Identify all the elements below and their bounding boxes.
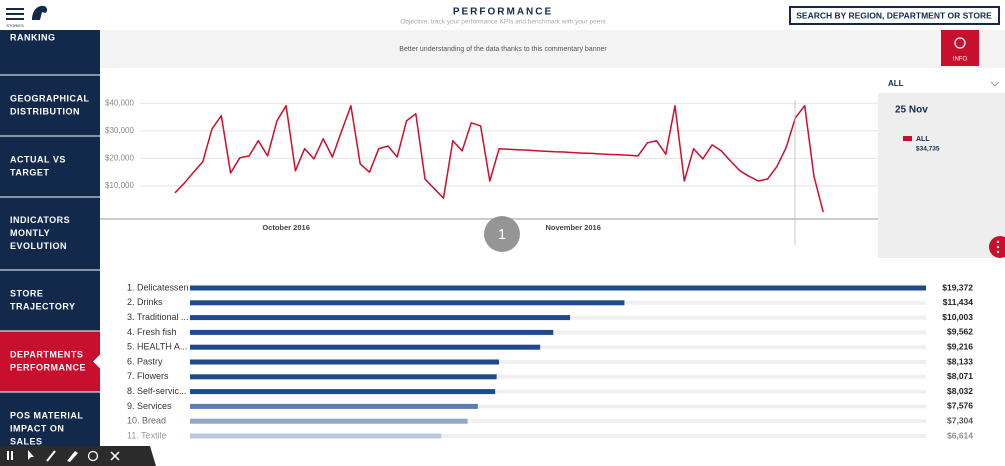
- tooltip-panel: [878, 95, 1005, 258]
- sidebar-item[interactable]: DISTRIBUTION: [10, 106, 80, 116]
- sidebar-item[interactable]: INDICATORS: [10, 215, 70, 225]
- bar-track: [190, 389, 926, 394]
- bar: [190, 285, 926, 291]
- bar: [190, 374, 497, 380]
- sidebar-item[interactable]: TARGET: [10, 167, 49, 177]
- bar-label: 7. Flowers: [127, 371, 169, 381]
- bar-value: $9,562: [947, 327, 973, 337]
- y-tick-label: $40,000: [105, 98, 134, 107]
- sidebar-item[interactable]: POS MATERIAL: [10, 410, 83, 420]
- bar-label: 5. HEALTH A...: [127, 342, 187, 352]
- bar: [190, 300, 625, 306]
- filter-label[interactable]: ALL: [888, 79, 904, 88]
- bar-track: [190, 374, 926, 379]
- toolbar-icons[interactable]: [7, 450, 120, 462]
- sidebar-item[interactable]: ACTUAL VS: [10, 154, 66, 164]
- tooltip-date: 25 Nov: [895, 105, 928, 116]
- dropdown-caret[interactable]: [990, 81, 1000, 87]
- bar-value: $6,614: [947, 430, 973, 440]
- banner: [100, 30, 1005, 68]
- bar-value: $9,216: [947, 341, 973, 351]
- bar-label: 9. Services: [127, 401, 172, 411]
- sidebar-item[interactable]: SALES: [10, 436, 43, 446]
- legend-label: ALL: [916, 136, 930, 143]
- bar: [190, 389, 496, 395]
- bar: [190, 344, 541, 350]
- bar: [190, 418, 468, 424]
- y-tick-label: $10,000: [105, 181, 134, 190]
- search-text[interactable]: SEARCH BY REGION, DEPARTMENT OR STORE: [796, 10, 992, 20]
- sidebar-item[interactable]: TRAJECTORY: [10, 301, 76, 311]
- bar: [190, 329, 554, 335]
- page-subtitle: Objective: track your performance KPIs a…: [400, 19, 606, 26]
- data-line: [174, 104, 824, 213]
- bar-value: $7,304: [947, 415, 973, 425]
- bar-track: [190, 434, 926, 438]
- bar-value: $8,071: [947, 371, 973, 381]
- banner-text: Better understanding of the data thanks …: [399, 46, 607, 53]
- bar-chart: 1. Delicatessen $19,372 2. Drinks $11,434 3.…: [127, 282, 973, 440]
- bar-label: 11. Textile: [127, 430, 167, 440]
- y-tick-label: $30,000: [105, 126, 134, 135]
- x-tick-label: October 2016: [262, 223, 310, 232]
- bar-label: 2. Drinks: [127, 297, 163, 307]
- logo-text: STORIES: [6, 23, 24, 28]
- logo: [32, 5, 48, 20]
- bar-value: $11,434: [943, 297, 974, 307]
- sidebar-item[interactable]: STORE: [10, 288, 43, 298]
- sidebar-item[interactable]: IMPACT ON: [10, 423, 64, 433]
- bar-value: $7,576: [947, 401, 973, 411]
- sidebar-items: RANKING GEOGRAPHICAL DISTRIBUTION ACTUAL VS…: [0, 32, 100, 446]
- step-badge: [484, 216, 520, 252]
- sidebar: [0, 30, 100, 466]
- bar-value: $10,003: [942, 312, 973, 322]
- bar-track: [190, 345, 926, 350]
- sidebar-item[interactable]: RANKING: [10, 32, 56, 42]
- toolbar: [0, 446, 156, 466]
- bar-label: 6. Pastry: [127, 356, 163, 366]
- bar-value: $8,133: [947, 356, 973, 366]
- sidebar-active[interactable]: [0, 331, 100, 392]
- bar-track: [190, 404, 926, 409]
- line-chart: $10,000 $20,000 $30,000 $40,000 October 2016…: [100, 98, 878, 232]
- bar-track: [190, 360, 926, 364]
- page-title: PERFORMANCE: [453, 7, 553, 18]
- bar-track: [190, 330, 926, 335]
- x-tick-label: November 2016: [545, 223, 600, 232]
- active-arrow: [93, 354, 100, 369]
- legend-swatch: [903, 136, 912, 141]
- bar-label: 4. Fresh fish: [127, 327, 177, 337]
- bar-label: 3. Traditional ...: [127, 312, 189, 322]
- bar-value: $19,372: [942, 282, 973, 292]
- sidebar-item[interactable]: GEOGRAPHICAL: [10, 93, 90, 103]
- bar-label: 10. Bread: [127, 416, 166, 426]
- sidebar-item[interactable]: DEPARTMENTS: [10, 349, 83, 359]
- search-box[interactable]: [789, 6, 1000, 25]
- step-number: 1: [498, 226, 506, 243]
- sidebar-item[interactable]: PERFORMANCE: [10, 362, 86, 372]
- more-icon: [996, 240, 1000, 254]
- y-tick-label: $20,000: [105, 153, 134, 162]
- bar-track: [190, 419, 926, 424]
- sidebar-item[interactable]: EVOLUTION: [10, 241, 67, 251]
- bar-value: $8,032: [947, 386, 973, 396]
- bar: [190, 403, 478, 409]
- bar-label: 1. Delicatessen: [127, 282, 189, 292]
- tooltip-value: $34,735: [916, 146, 940, 153]
- bar-label: 8. Self-servic...: [127, 386, 187, 396]
- info-icon: [954, 37, 966, 49]
- bar: [190, 315, 571, 321]
- menu-button[interactable]: [6, 8, 24, 20]
- bar: [190, 359, 499, 365]
- bar: [190, 433, 442, 439]
- info-text: INFO: [953, 57, 968, 63]
- sidebar-item[interactable]: MONTLY: [10, 228, 50, 238]
